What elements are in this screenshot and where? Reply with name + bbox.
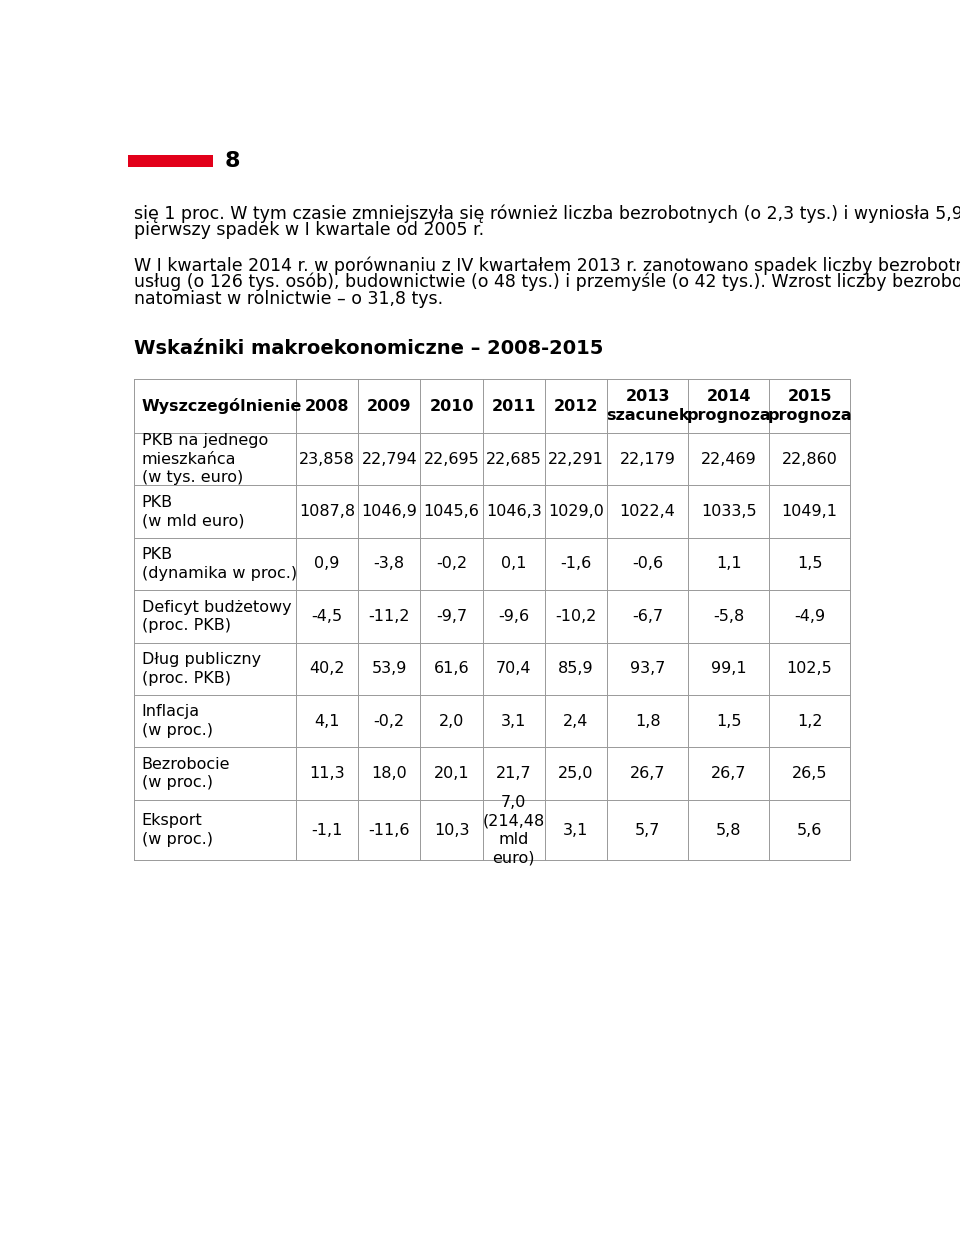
Text: 5,7: 5,7 [635, 823, 660, 837]
Text: 3,1: 3,1 [564, 823, 588, 837]
Text: 1,2: 1,2 [797, 714, 823, 729]
Text: PKB na jednego
mieszkańca
(w tys. euro): PKB na jednego mieszkańca (w tys. euro) [142, 433, 268, 485]
Text: -4,9: -4,9 [794, 609, 825, 624]
Text: 26,7: 26,7 [630, 766, 665, 781]
Text: 18,0: 18,0 [372, 766, 407, 781]
Text: 2015
prognoza: 2015 prognoza [767, 389, 852, 422]
Text: się 1 proc. W tym czasie zmniejszyła się również liczba bezrobotnych (o 2,3 tys.: się 1 proc. W tym czasie zmniejszyła się… [134, 205, 960, 222]
Text: pierwszy spadek w I kwartale od 2005 r.: pierwszy spadek w I kwartale od 2005 r. [134, 221, 484, 240]
Text: -11,2: -11,2 [369, 609, 410, 624]
Text: 22,469: 22,469 [701, 452, 756, 467]
Text: Bezrobocie
(w proc.): Bezrobocie (w proc.) [142, 757, 230, 790]
Text: Dług publiczny
(proc. PKB): Dług publiczny (proc. PKB) [142, 652, 261, 685]
Text: 61,6: 61,6 [434, 661, 469, 677]
Text: -10,2: -10,2 [555, 609, 597, 624]
Text: 21,7: 21,7 [496, 766, 532, 781]
Text: Wyszczególnienie: Wyszczególnienie [142, 398, 302, 414]
Text: 22,695: 22,695 [423, 452, 479, 467]
Text: 2013
szacunek: 2013 szacunek [606, 389, 689, 422]
Text: 22,291: 22,291 [548, 452, 604, 467]
Text: 2009: 2009 [367, 399, 412, 414]
Text: 1046,3: 1046,3 [486, 504, 541, 519]
Text: 102,5: 102,5 [786, 661, 832, 677]
Text: 2014
prognoza: 2014 prognoza [686, 389, 771, 422]
Text: 1,5: 1,5 [797, 557, 823, 572]
Text: Wskaźniki makroekonomiczne – 2008-2015: Wskaźniki makroekonomiczne – 2008-2015 [134, 340, 603, 358]
Text: 22,179: 22,179 [619, 452, 676, 467]
Text: 25,0: 25,0 [558, 766, 593, 781]
Text: 20,1: 20,1 [434, 766, 469, 781]
Text: 85,9: 85,9 [558, 661, 594, 677]
Text: 22,860: 22,860 [781, 452, 837, 467]
Text: Deficyt budżetowy
(proc. PKB): Deficyt budżetowy (proc. PKB) [142, 599, 291, 634]
Text: 93,7: 93,7 [630, 661, 665, 677]
Text: W I kwartale 2014 r. w porównaniu z IV kwartałem 2013 r. zanotowano spadek liczb: W I kwartale 2014 r. w porównaniu z IV k… [134, 256, 960, 274]
Text: 2011: 2011 [492, 399, 536, 414]
Text: 2,4: 2,4 [564, 714, 588, 729]
Text: 0,1: 0,1 [501, 557, 526, 572]
Text: PKB
(w mld euro): PKB (w mld euro) [142, 495, 244, 529]
Text: 2010: 2010 [429, 399, 473, 414]
Text: -0,2: -0,2 [373, 714, 405, 729]
Text: -1,1: -1,1 [311, 823, 343, 837]
Text: 1029,0: 1029,0 [548, 504, 604, 519]
Text: 2012: 2012 [554, 399, 598, 414]
Text: PKB
(dynamika w proc.): PKB (dynamika w proc.) [142, 547, 297, 580]
Text: 23,858: 23,858 [300, 452, 355, 467]
Text: 40,2: 40,2 [309, 661, 345, 677]
Text: -11,6: -11,6 [369, 823, 410, 837]
Text: -0,2: -0,2 [436, 557, 468, 572]
Text: 53,9: 53,9 [372, 661, 407, 677]
Text: -0,6: -0,6 [632, 557, 663, 572]
Text: 70,4: 70,4 [496, 661, 532, 677]
Text: 4,1: 4,1 [314, 714, 340, 729]
Text: -6,7: -6,7 [632, 609, 663, 624]
Text: natomiast w rolnictwie – o 31,8 tys.: natomiast w rolnictwie – o 31,8 tys. [134, 290, 444, 308]
Bar [128, 156, 213, 168]
Text: 0,9: 0,9 [314, 557, 340, 572]
Text: -9,7: -9,7 [436, 609, 468, 624]
Text: 11,3: 11,3 [309, 766, 345, 781]
Text: 3,1: 3,1 [501, 714, 526, 729]
Text: -4,5: -4,5 [311, 609, 343, 624]
Text: 1,5: 1,5 [716, 714, 741, 729]
Text: 26,7: 26,7 [710, 766, 746, 781]
Text: 22,794: 22,794 [361, 452, 418, 467]
Text: 7,0
(214,48
mld
euro): 7,0 (214,48 mld euro) [483, 794, 545, 866]
Text: 1049,1: 1049,1 [781, 504, 837, 519]
Text: 1045,6: 1045,6 [423, 504, 479, 519]
Text: usług (o 126 tys. osób), budownictwie (o 48 tys.) i przemyśle (o 42 tys.). Wzros: usług (o 126 tys. osób), budownictwie (o… [134, 273, 960, 291]
Text: 26,5: 26,5 [792, 766, 828, 781]
Text: 5,8: 5,8 [716, 823, 741, 837]
Text: Inflacja
(w proc.): Inflacja (w proc.) [142, 704, 213, 737]
Text: 5,6: 5,6 [797, 823, 823, 837]
Text: 1046,9: 1046,9 [361, 504, 418, 519]
Text: 2008: 2008 [304, 399, 349, 414]
Text: 99,1: 99,1 [710, 661, 746, 677]
Text: -1,6: -1,6 [561, 557, 591, 572]
Text: 2,0: 2,0 [439, 714, 465, 729]
Text: -9,6: -9,6 [498, 609, 529, 624]
Text: 1,1: 1,1 [716, 557, 741, 572]
Text: 1022,4: 1022,4 [619, 504, 676, 519]
Text: 1033,5: 1033,5 [701, 504, 756, 519]
Text: 8: 8 [225, 152, 240, 172]
Text: 1,8: 1,8 [635, 714, 660, 729]
Text: 10,3: 10,3 [434, 823, 469, 837]
Text: 22,685: 22,685 [486, 452, 541, 467]
Text: 1087,8: 1087,8 [299, 504, 355, 519]
Text: -3,8: -3,8 [373, 557, 405, 572]
Text: -5,8: -5,8 [713, 609, 744, 624]
Text: Eksport
(w proc.): Eksport (w proc.) [142, 813, 213, 847]
